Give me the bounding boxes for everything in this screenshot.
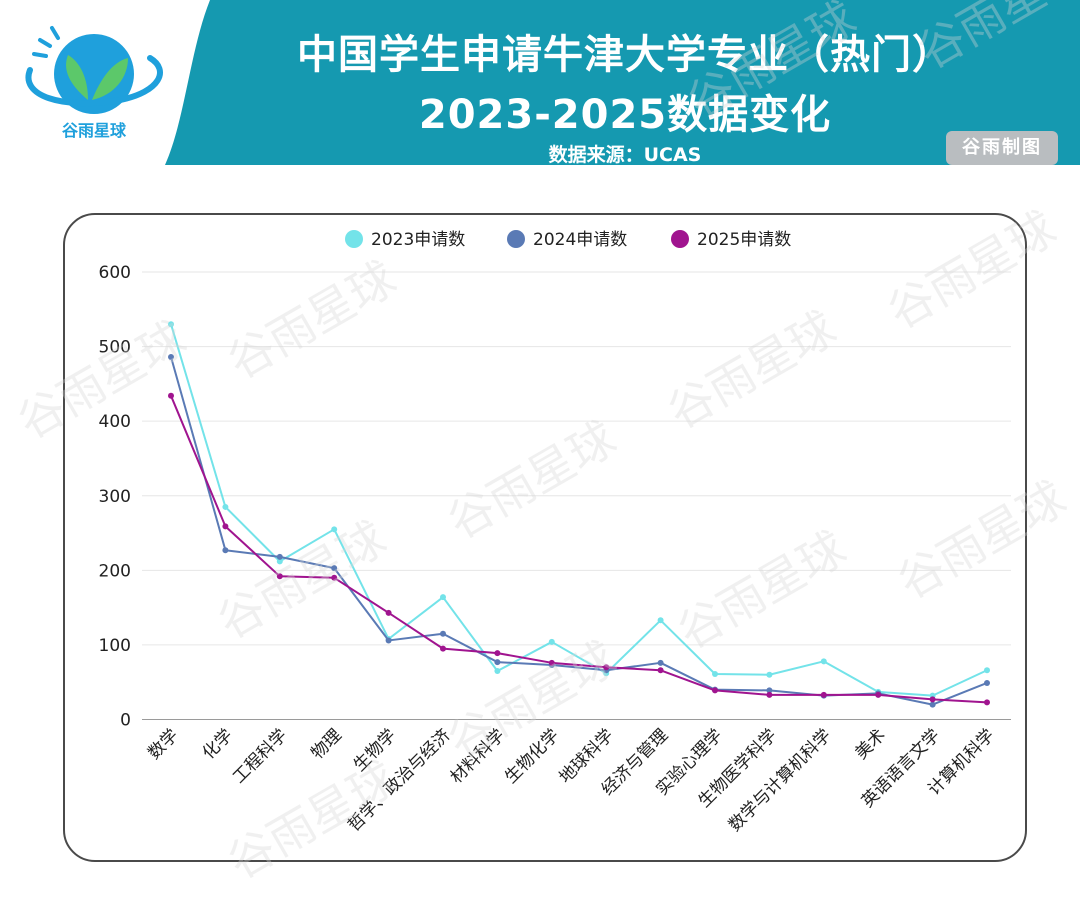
x-tick-label: 数学 [144, 725, 182, 763]
data-point [440, 594, 446, 601]
data-point [603, 664, 610, 671]
data-point [657, 667, 664, 674]
legend-label: 2023申请数 [371, 230, 465, 250]
data-point [385, 609, 392, 616]
data-point [494, 650, 501, 657]
y-tick-label: 300 [99, 487, 131, 507]
data-source-label: 数据来源：UCAS [548, 144, 702, 166]
legend-swatch [345, 230, 363, 248]
header-logo-area: 谷雨星球 [0, 0, 210, 165]
data-point [331, 565, 338, 572]
watermark-text: 谷雨星球 [669, 521, 855, 660]
page-title-line2: 2023-2025数据变化 [418, 92, 832, 138]
legend: 2023申请数 2024申请数 2025申请数 [345, 230, 791, 250]
y-tick-label: 600 [99, 263, 131, 283]
data-point [548, 638, 555, 645]
watermark-text: 谷雨星球 [879, 201, 1065, 340]
watermark-text: 谷雨星球 [909, 0, 1080, 80]
legend-label: 2024申请数 [533, 230, 627, 250]
x-tick-label: 美术 [852, 725, 890, 763]
chart-panel [63, 213, 1027, 862]
data-point [548, 659, 555, 666]
data-point [929, 701, 936, 708]
y-axis-ticks: 0 100 200 300 400 500 600 [99, 263, 131, 731]
data-point [385, 637, 392, 644]
data-point [168, 354, 174, 361]
planet-logo-icon [25, 26, 163, 114]
data-point [168, 321, 174, 328]
data-point [331, 526, 338, 533]
series-layer [168, 321, 990, 708]
x-tick-label: 工程科学 [229, 725, 291, 787]
data-point [657, 617, 664, 624]
data-point [657, 659, 664, 666]
data-point [766, 687, 773, 694]
y-tick-label: 100 [99, 636, 131, 656]
data-point [331, 574, 338, 581]
data-point [168, 392, 174, 399]
data-point [440, 645, 446, 652]
legend-label: 2025申请数 [697, 230, 791, 250]
data-point [820, 691, 827, 698]
series-line-2 [170, 395, 988, 704]
y-tick-label: 500 [99, 338, 131, 358]
grid-lines [142, 271, 1011, 720]
x-tick-label: 数学与计算机科学 [725, 725, 835, 835]
data-point [222, 547, 229, 554]
x-tick-label: 化学 [199, 725, 237, 763]
data-point [984, 699, 990, 706]
page-title-line1: 中国学生申请牛津大学专业（热门） [297, 32, 953, 78]
data-point [276, 558, 283, 565]
watermark-text: 谷雨星球 [209, 511, 395, 650]
legend-swatch [671, 230, 689, 248]
data-point [440, 630, 446, 637]
data-point [276, 573, 283, 580]
y-tick-label: 0 [120, 711, 131, 731]
data-point [984, 667, 990, 674]
credit-badge: 谷雨制图 [946, 131, 1058, 165]
data-point [222, 503, 229, 510]
data-point [766, 671, 773, 678]
series-line-0 [170, 323, 988, 697]
y-tick-label: 200 [99, 561, 131, 581]
data-point [820, 658, 827, 665]
data-point [494, 659, 501, 666]
watermark-text: 谷雨星球 [679, 0, 865, 130]
watermark-text: 谷雨星球 [439, 411, 625, 550]
data-point [712, 671, 718, 678]
data-point [984, 679, 990, 686]
data-point [494, 668, 501, 675]
data-point [929, 696, 936, 703]
x-tick-label: 物理 [308, 725, 346, 763]
data-point [712, 687, 718, 694]
data-point [276, 553, 283, 560]
data-point [875, 691, 882, 698]
watermark-text: 谷雨星球 [659, 301, 845, 440]
watermark-text: 谷雨星球 [889, 471, 1075, 610]
data-point [222, 523, 229, 530]
y-tick-label: 400 [99, 412, 131, 432]
logo-text: 谷雨星球 [62, 121, 127, 140]
data-point [766, 691, 773, 698]
legend-swatch [507, 230, 525, 248]
